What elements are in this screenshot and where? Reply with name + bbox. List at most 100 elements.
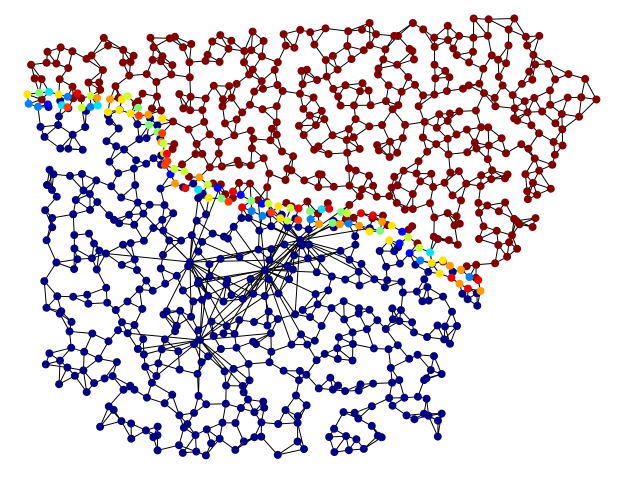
upper-region-node [246,161,255,170]
lower-region-node [105,157,114,166]
upper-region-node [336,101,345,110]
upper-region-node [372,192,381,201]
upper-region-node [200,117,209,126]
lower-region-node [42,236,51,245]
lower-region-node [153,121,162,130]
boundary-node [294,216,303,225]
lower-region-node [215,434,224,443]
upper-region-node [575,112,584,121]
lower-region-node [266,329,275,338]
upper-region-node [320,115,329,124]
lower-region-node [82,388,91,397]
graph-edge [211,269,266,322]
upper-region-node [469,47,477,56]
upper-region-node [152,78,161,86]
lower-region-node [90,379,99,388]
graph-edge [199,339,250,381]
lower-region-node [288,265,297,274]
upper-region-node [184,125,193,134]
upper-region-node [563,93,572,102]
upper-region-node [469,33,478,42]
lower-region-node [70,265,79,274]
upper-region-node [235,178,243,187]
upper-region-node [462,179,471,188]
lower-region-node [139,209,148,218]
lower-region-node [187,231,196,240]
upper-region-node [365,122,374,131]
upper-region-node [372,30,380,39]
lower-region-node [190,340,199,349]
lower-region-node [205,260,214,269]
upper-region-node [533,190,542,199]
lower-region-node [103,298,112,307]
boundary-node [378,217,386,226]
boundary-node [315,220,324,229]
upper-region-node [443,209,452,218]
upper-region-node [399,166,408,175]
lower-region-node [79,186,88,195]
upper-region-node [299,131,308,139]
upper-region-node [419,91,428,100]
upper-region-node [392,198,401,207]
upper-region-node [96,85,105,94]
upper-region-node [82,54,91,63]
lower-region-node [132,156,141,165]
upper-region-node [390,172,399,181]
upper-region-node [365,19,374,27]
lower-region-node [120,145,129,154]
boundary-node [283,216,292,225]
lower-region-node [340,315,349,324]
upper-region-node [185,58,194,67]
upper-region-node [444,36,452,44]
upper-region-node [356,87,364,96]
upper-region-node [494,55,503,64]
lower-region-node [40,132,49,141]
lower-region-node [95,246,104,255]
upper-region-node [142,70,151,79]
lower-region-node [102,283,111,292]
upper-region-node [157,106,165,115]
lower-region-node [348,328,357,337]
upper-region-node [148,55,157,64]
upper-region-node [201,56,210,65]
boundary-node [104,108,112,116]
lower-region-node [264,275,273,284]
upper-region-node [549,138,558,146]
lower-region-node [290,251,299,260]
lower-region-node [395,259,404,268]
lower-region-node [265,358,274,367]
lower-region-node [370,275,379,284]
upper-region-node [146,33,155,42]
boundary-node [145,120,153,129]
lower-region-node [260,292,269,300]
boundary-node [317,205,326,214]
upper-region-node [521,170,530,179]
lower-region-node [81,123,90,132]
lower-region-node [201,451,210,460]
lower-region-node [348,340,357,348]
lower-region-node [410,328,418,337]
lower-region-node [109,405,118,414]
upper-region-node [443,21,452,30]
lower-region-node [231,419,240,427]
upper-region-node [270,65,279,74]
lower-region-node [383,276,392,285]
lower-region-node [174,347,183,356]
upper-region-node [227,93,236,102]
boundary-node [325,204,334,213]
upper-region-node [483,201,492,210]
lower-region-node [153,431,162,440]
upper-region-node [249,134,258,143]
upper-region-node [313,76,322,84]
lower-region-node [317,321,326,330]
lower-region-node [135,135,144,144]
lower-region-node [49,170,58,179]
lower-region-node [84,299,93,308]
lower-region-node [280,240,289,249]
upper-region-node [30,74,39,83]
upper-region-node [266,136,275,145]
upper-region-node [185,73,194,82]
upper-region-node [490,93,499,102]
upper-region-node [394,101,403,110]
